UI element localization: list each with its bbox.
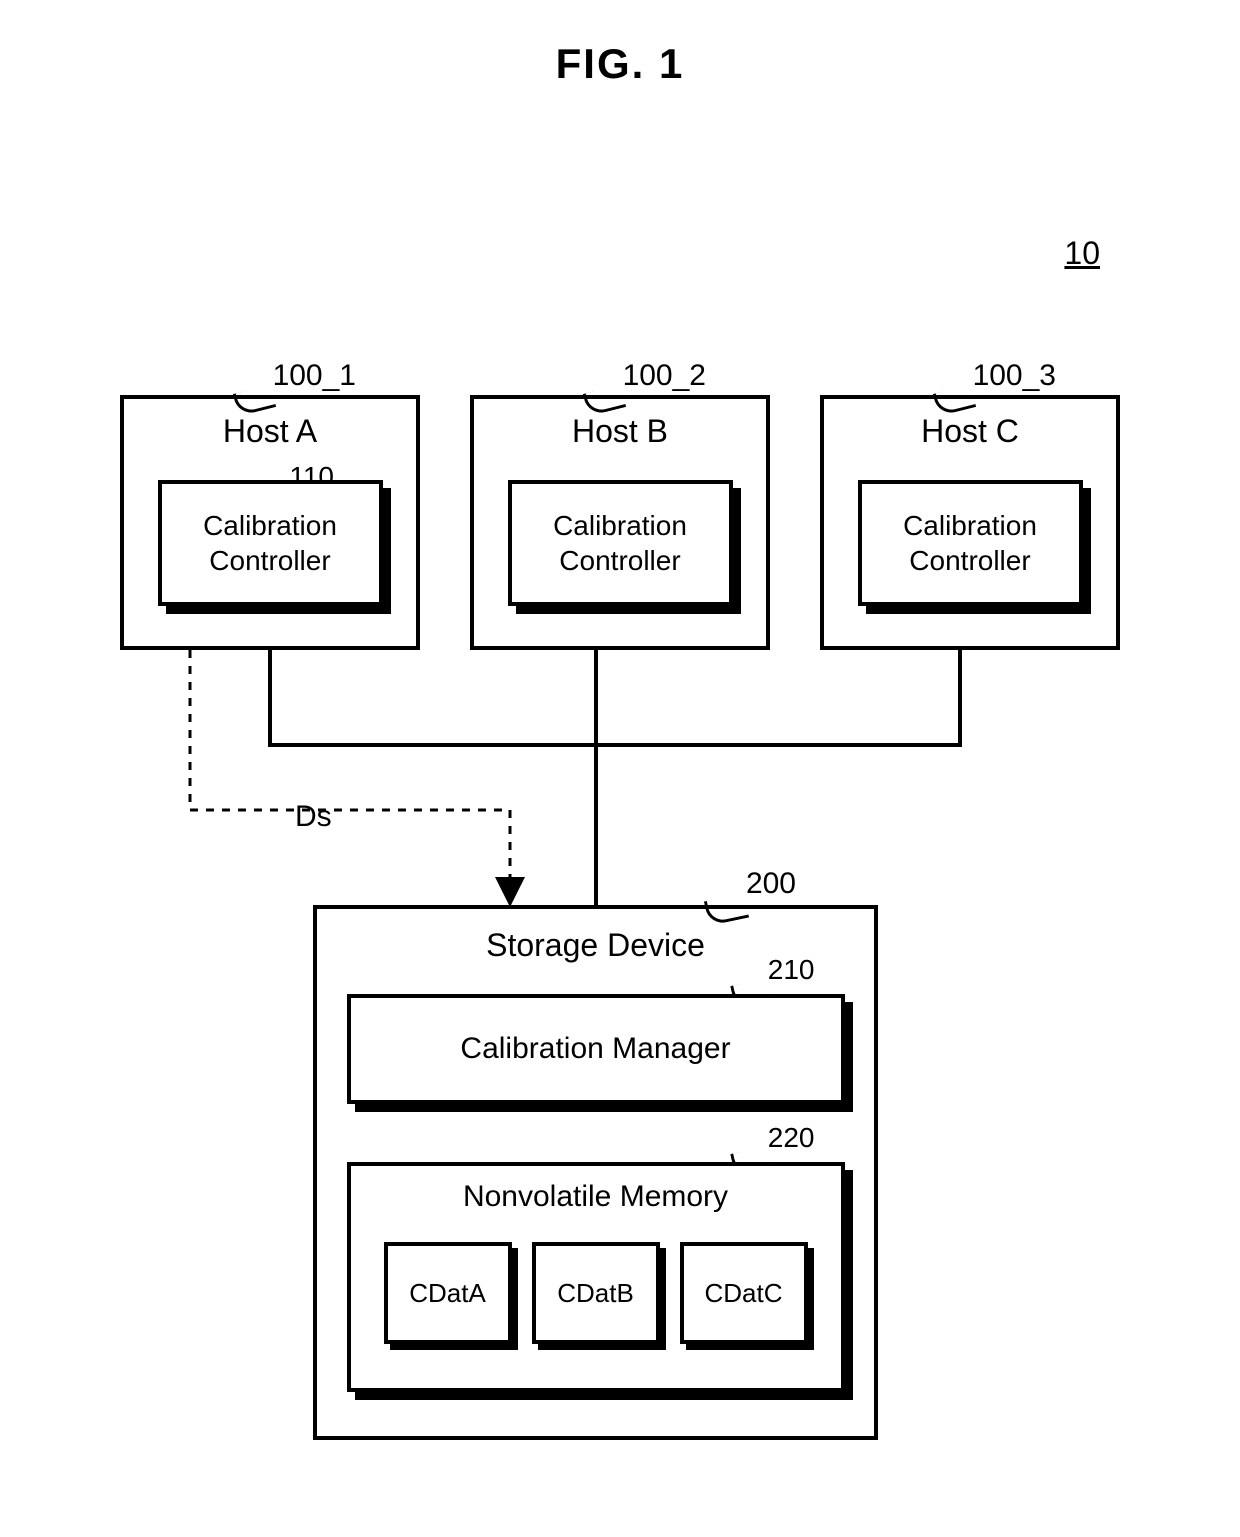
- host-b-ref: 100_2: [623, 359, 706, 393]
- nvm-title: Nonvolatile Memory: [351, 1180, 841, 1214]
- ds-signal-label: Ds: [295, 800, 332, 834]
- calib-line1: Calibration: [553, 508, 687, 543]
- figure-title: FIG. 1: [0, 40, 1240, 88]
- cdat-c-box: CDatC: [680, 1242, 808, 1344]
- calib-line1: Calibration: [903, 508, 1037, 543]
- cdat-a-wrap: CDatA: [384, 1242, 512, 1344]
- nvm-wrap: 220 Nonvolatile Memory CDatA CDatB CDatC: [347, 1162, 845, 1392]
- cm-ref: 210: [768, 954, 815, 986]
- cm-label: Calibration Manager: [460, 1032, 730, 1066]
- host-b-box: 100_2 Host B Calibration Controller: [470, 395, 770, 650]
- storage-device-box: 200 Storage Device 210 Calibration Manag…: [313, 905, 878, 1440]
- nvm-ref: 220: [768, 1122, 815, 1154]
- calib-line2: Controller: [559, 543, 680, 578]
- host-c-title: Host C: [824, 413, 1116, 450]
- host-b-title: Host B: [474, 413, 766, 450]
- calibration-manager-box: Calibration Manager: [347, 994, 845, 1104]
- cdat-a-box: CDatA: [384, 1242, 512, 1344]
- host-a-calib-wrap: Calibration Controller: [158, 480, 383, 606]
- cdat-row: CDatA CDatB CDatC: [351, 1242, 841, 1344]
- host-c-calib-wrap: Calibration Controller: [858, 480, 1083, 606]
- nvm-box: Nonvolatile Memory CDatA CDatB CDatC: [347, 1162, 845, 1392]
- host-a-title: Host A: [124, 413, 416, 450]
- calibration-manager-wrap: 210 Calibration Manager: [347, 994, 845, 1104]
- host-c-calib-box: Calibration Controller: [858, 480, 1083, 606]
- calib-line1: Calibration: [203, 508, 337, 543]
- cdat-b-wrap: CDatB: [532, 1242, 660, 1344]
- host-a-ref: 100_1: [273, 359, 356, 393]
- calib-line2: Controller: [909, 543, 1030, 578]
- host-b-calib-box: Calibration Controller: [508, 480, 733, 606]
- cdat-c-wrap: CDatC: [680, 1242, 808, 1344]
- host-a-box: 100_1 Host A 110 Calibration Controller: [120, 395, 420, 650]
- storage-ref: 200: [746, 867, 796, 901]
- host-c-box: 100_3 Host C Calibration Controller: [820, 395, 1120, 650]
- host-c-ref: 100_3: [973, 359, 1056, 393]
- host-row: 100_1 Host A 110 Calibration Controller …: [120, 395, 1120, 650]
- host-a-calib-box: Calibration Controller: [158, 480, 383, 606]
- cdat-b-box: CDatB: [532, 1242, 660, 1344]
- system-ref: 10: [1064, 235, 1100, 272]
- host-b-calib-wrap: Calibration Controller: [508, 480, 733, 606]
- calib-line2: Controller: [209, 543, 330, 578]
